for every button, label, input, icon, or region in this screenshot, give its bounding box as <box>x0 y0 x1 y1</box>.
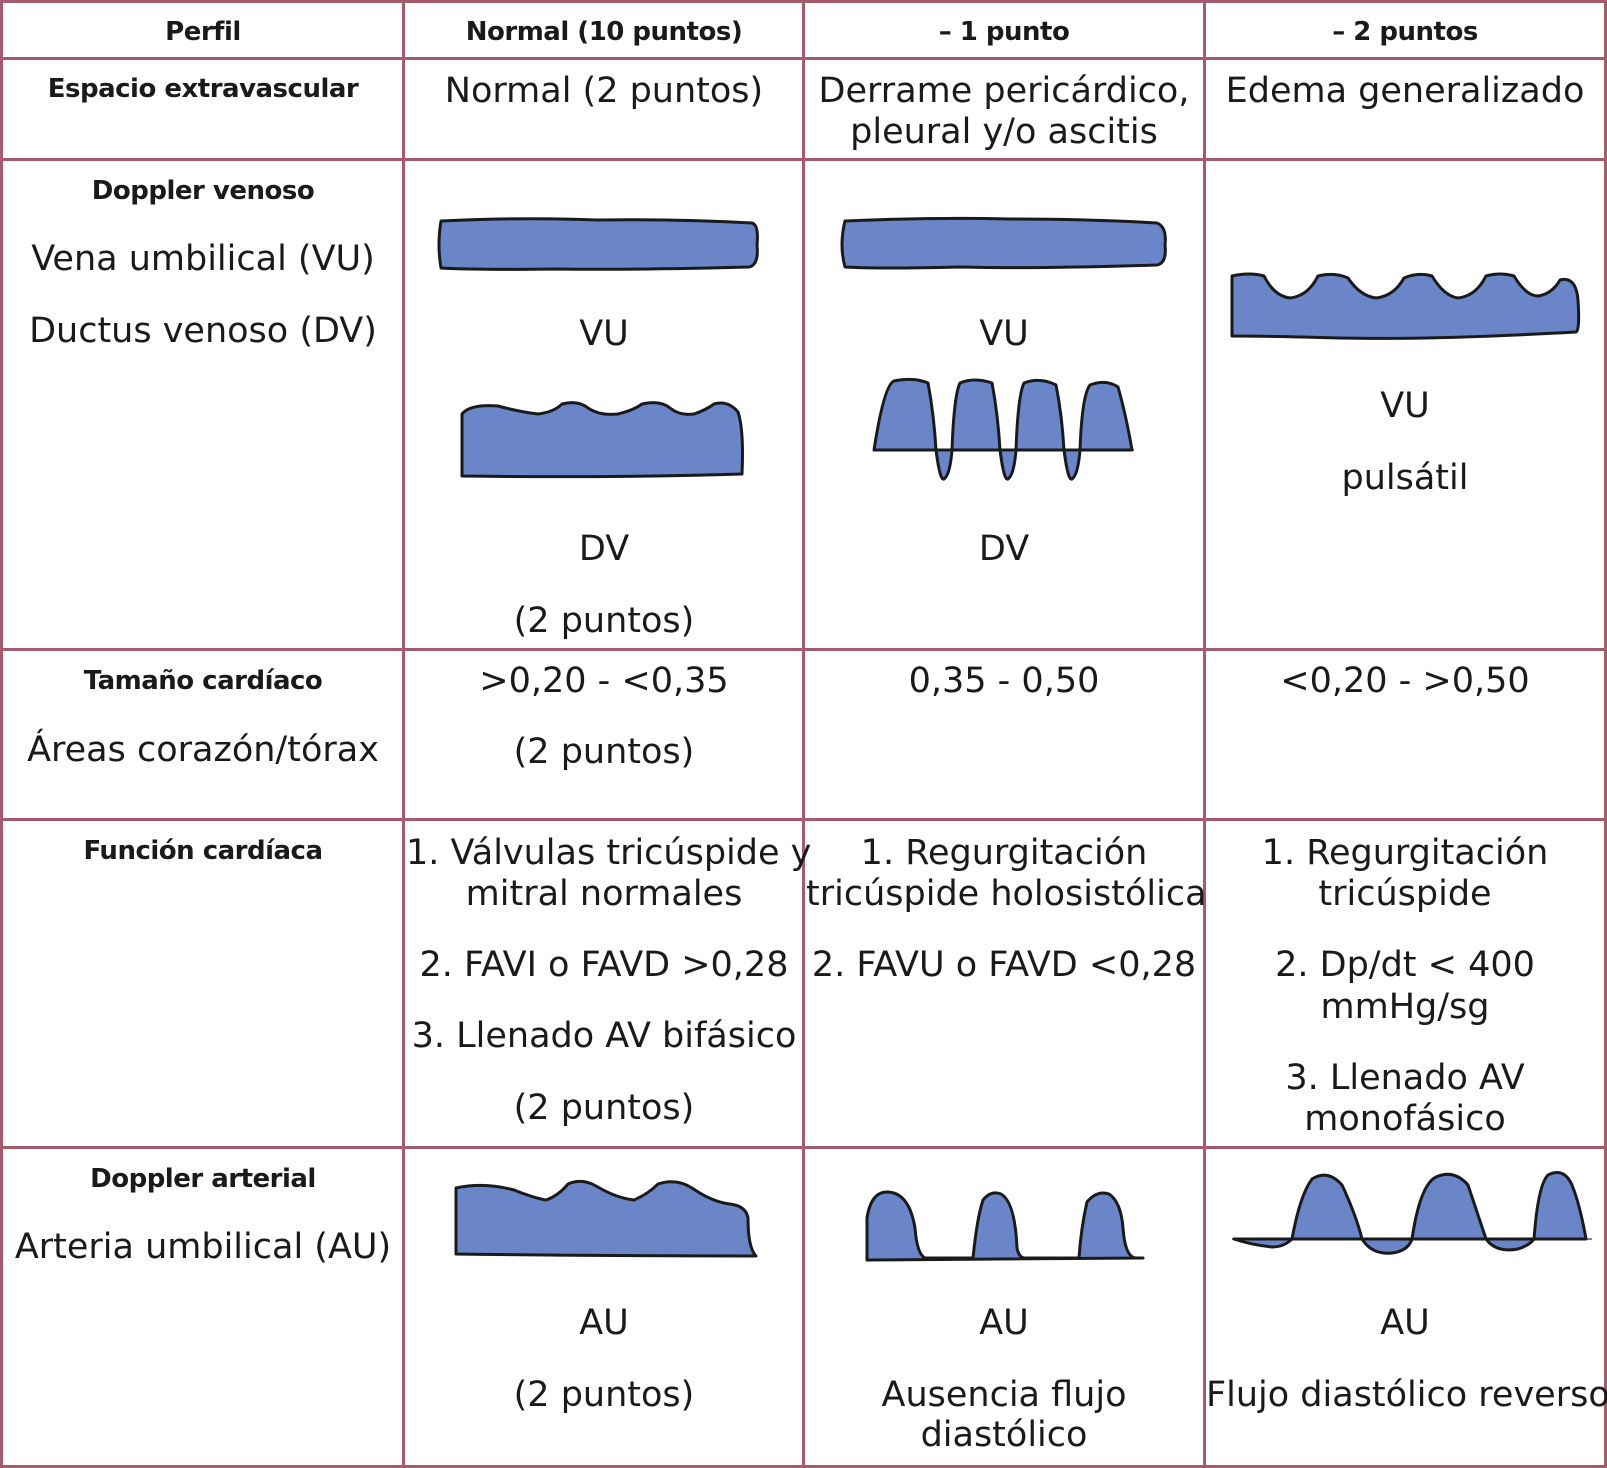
table-border-bottom <box>0 1465 1607 1468</box>
vu-pulsatil-sub: pulsátil <box>1341 458 1469 498</box>
row-divider-4 <box>0 818 1607 821</box>
row-divider-2 <box>0 158 1607 161</box>
espacio-normal: Normal (2 puntos) <box>444 71 764 111</box>
tamano-normal: >0,20 - <0,35 <box>479 661 729 701</box>
funcion-normal-2: 2. FAVI o FAVD >0,28 <box>419 945 789 985</box>
au-reverso-waveform <box>1232 1171 1592 1255</box>
au-reverso-label: AU <box>1380 1303 1430 1343</box>
funcion-minus1-1a: 1. Regurgitación <box>860 833 1148 873</box>
dv-normal-waveform <box>460 401 744 479</box>
au-normal-label: AU <box>579 1303 629 1343</box>
arterial-normal-points: (2 puntos) <box>513 1375 695 1415</box>
row-label-espacio: Espacio extravascular <box>47 74 359 104</box>
table-border-top <box>0 0 1607 3</box>
espacio-minus2: Edema generalizado <box>1225 71 1585 111</box>
dv-normal-label: DV <box>578 529 630 569</box>
funcion-minus2-1a: 1. Regurgitación <box>1261 833 1549 873</box>
funcion-minus1-1b: tricúspide holosistólica <box>806 874 1207 914</box>
funcion-minus2-2b: mmHg/sg <box>1320 987 1490 1027</box>
column-divider-3 <box>1203 0 1206 1468</box>
row-divider-3 <box>0 648 1607 651</box>
venoso-normal-points: (2 puntos) <box>513 601 695 641</box>
vu-minus1-label: VU <box>979 314 1029 354</box>
vu-pulsatil-waveform <box>1230 272 1581 340</box>
vu-pulsatil-label: VU <box>1380 386 1430 426</box>
au-minus1-waveform <box>865 1190 1145 1262</box>
tamano-normal-points: (2 puntos) <box>513 732 695 772</box>
funcion-normal-points: (2 puntos) <box>513 1088 695 1128</box>
column-divider-1 <box>402 0 405 1468</box>
funcion-normal-1b: mitral normales <box>465 874 743 914</box>
au-minus1-label: AU <box>979 1303 1029 1343</box>
column-divider-2 <box>802 0 805 1468</box>
header-minus-1: – 1 punto <box>938 17 1070 47</box>
tamano-minus2: <0,20 - >0,50 <box>1280 661 1530 701</box>
espacio-minus1-line2: pleural y/o ascitis <box>850 112 1158 152</box>
table-border-left <box>0 0 3 1468</box>
funcion-minus2-3a: 3. Llenado AV <box>1285 1058 1525 1098</box>
funcion-minus2-1b: tricúspide <box>1318 874 1492 914</box>
au-minus1-desc2: diastólico <box>920 1415 1088 1455</box>
au-normal-waveform <box>454 1179 758 1258</box>
funcion-minus1-2: 2. FAVU o FAVD <0,28 <box>811 945 1197 985</box>
row-label-doppler-arterial: Doppler arterial <box>90 1164 316 1194</box>
vu-normal-waveform <box>437 217 759 271</box>
header-normal: Normal (10 puntos) <box>465 17 743 47</box>
row-divider-5 <box>0 1146 1607 1149</box>
funcion-minus2-3b: monofásico <box>1304 1099 1506 1139</box>
tamano-minus1: 0,35 - 0,50 <box>908 661 1100 701</box>
row-label-tamano: Tamaño cardíaco <box>83 666 323 696</box>
venoso-sub-vena-umbilical: Vena umbilical (VU) <box>31 239 375 279</box>
au-minus1-desc1: Ausencia flujo <box>881 1375 1127 1415</box>
row-label-doppler-venoso: Doppler venoso <box>91 176 315 206</box>
row-divider-1 <box>0 57 1607 60</box>
vu-normal-label: VU <box>579 314 629 354</box>
funcion-normal-3: 3. Llenado AV bifásico <box>411 1016 797 1056</box>
header-perfil: Perfil <box>165 17 241 47</box>
header-minus-2: – 2 puntos <box>1332 17 1478 47</box>
vu-minus1-waveform <box>840 216 1167 270</box>
arterial-sub: Arteria umbilical (AU) <box>14 1227 392 1267</box>
funcion-normal-1a: 1. Válvulas tricúspide y <box>406 833 812 873</box>
funcion-minus2-2a: 2. Dp/dt < 400 <box>1275 945 1535 985</box>
espacio-minus1-line1: Derrame pericárdico, <box>818 71 1190 111</box>
dv-minus1-label: DV <box>978 529 1030 569</box>
tamano-sub: Áreas corazón/tórax <box>27 730 379 770</box>
venoso-sub-ductus-venoso: Ductus venoso (DV) <box>29 311 377 351</box>
au-reverso-desc: Flujo diastólico reverso <box>1206 1375 1607 1415</box>
table-border-right <box>1604 0 1607 1468</box>
row-label-funcion: Función cardíaca <box>83 836 323 866</box>
dv-minus1-waveform <box>872 377 1134 481</box>
